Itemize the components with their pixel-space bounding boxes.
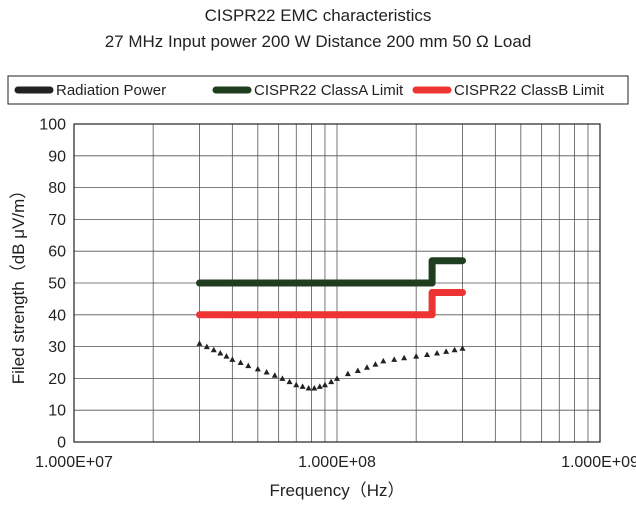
data-point	[363, 364, 370, 370]
data-point	[321, 381, 328, 388]
y-tick-label: 70	[48, 212, 66, 229]
chart-subtitle: 27 MHz Input power 200 W Distance 200 mm…	[104, 32, 532, 51]
legend: Radiation Power CISPR22 ClassA Limit CISPR…	[7, 75, 629, 105]
data-point	[271, 372, 278, 378]
y-axis-label: Filed strength（dB μV/m）	[9, 182, 28, 385]
data-point	[299, 383, 306, 389]
data-point	[254, 365, 261, 372]
x-tick-label: 1.000E+08	[298, 454, 376, 471]
legend-label: CISPR22 ClassB Limit	[454, 82, 605, 99]
y-tick-label: 0	[57, 435, 66, 452]
data-point	[286, 378, 293, 385]
series-layer	[196, 257, 466, 391]
data-point	[354, 367, 361, 373]
data-point	[203, 343, 210, 350]
y-tick-label: 100	[39, 117, 66, 134]
data-point	[443, 348, 450, 354]
data-point	[293, 381, 300, 388]
data-point	[223, 353, 230, 359]
data-point	[424, 351, 431, 358]
data-point	[328, 378, 335, 385]
x-tick-label: 1.000E+07	[35, 454, 113, 471]
series-line-cispr22-classa-limit	[196, 257, 466, 287]
data-point	[451, 346, 458, 353]
legend-box	[7, 75, 629, 105]
series-line-cispr22-classb-limit	[196, 289, 466, 319]
legend-label: CISPR22 ClassA Limit	[254, 82, 404, 99]
y-tick-label: 40	[48, 307, 66, 324]
data-point	[263, 369, 270, 375]
y-tick-label: 30	[48, 339, 66, 356]
data-point	[433, 349, 440, 356]
data-point	[334, 375, 340, 381]
y-tick-labels: 0 10 20 30 40 50 60 70 80 90 100	[39, 117, 66, 452]
data-point	[217, 349, 224, 356]
chart-title: CISPR22 EMC characteristics	[204, 6, 432, 25]
y-tick-label: 60	[48, 244, 66, 261]
data-point	[196, 340, 203, 346]
y-tick-label: 80	[48, 180, 66, 197]
y-tick-label: 10	[48, 403, 66, 420]
data-point	[372, 361, 379, 367]
data-point	[311, 384, 318, 391]
plot-frame	[73, 123, 601, 443]
y-tick-label: 20	[48, 371, 66, 388]
data-point	[316, 383, 323, 389]
grid	[74, 124, 600, 442]
y-tick-label: 90	[48, 148, 66, 165]
data-point	[305, 384, 312, 391]
data-point	[380, 357, 387, 364]
x-tick-label: 1.000E+09	[561, 454, 636, 471]
data-point	[413, 353, 420, 359]
data-point	[344, 370, 351, 377]
data-point	[279, 375, 286, 381]
data-point	[237, 359, 244, 365]
data-point	[391, 356, 398, 362]
x-tick-labels: 1.000E+07 1.000E+08 1.000E+09	[35, 454, 636, 471]
data-point	[229, 356, 236, 362]
data-point	[401, 354, 408, 361]
x-axis-label: Frequency（Hz）	[269, 481, 404, 500]
legend-label: Radiation Power	[56, 82, 166, 99]
data-point	[210, 346, 217, 353]
data-point	[459, 345, 466, 351]
y-tick-label: 50	[48, 276, 66, 293]
data-point	[245, 362, 252, 369]
